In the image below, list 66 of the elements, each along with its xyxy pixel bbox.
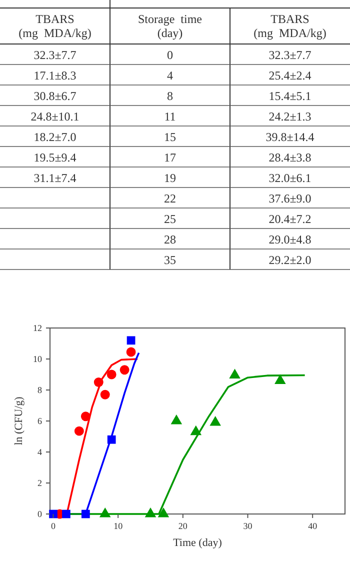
y-tick-label: 4 — [38, 447, 42, 457]
text: 8 — [167, 89, 173, 103]
point — [190, 425, 202, 436]
text: 15.4±5.1 — [268, 89, 312, 103]
point — [99, 507, 111, 518]
text: 37.6±9.0 — [268, 192, 312, 206]
text: 28 — [164, 232, 176, 246]
text: 24.8±10.1 — [30, 110, 80, 124]
text: 25.4±2.4 — [268, 68, 312, 82]
point — [74, 426, 84, 436]
text: 32.3±7.7 — [34, 48, 76, 62]
point — [170, 414, 182, 424]
y-tick-label: 2 — [38, 478, 42, 488]
text: 19 — [164, 171, 176, 185]
point — [107, 435, 116, 444]
y-tick-label: 6 — [38, 416, 42, 426]
point — [274, 374, 286, 384]
text: 29.0±4.8 — [268, 232, 312, 246]
point — [62, 510, 70, 518]
text: 17.1±8.3 — [34, 68, 76, 82]
x-tick-label: 10 — [114, 521, 124, 531]
point — [229, 368, 240, 379]
text: 29.2±2.0 — [268, 253, 312, 267]
text: 4 — [167, 68, 173, 82]
point — [94, 378, 104, 387]
y-tick-label: 12 — [33, 323, 42, 333]
text: 20.4±7.2 — [268, 212, 312, 226]
y-tick-label: 10 — [33, 354, 42, 364]
text: 19.5±9.4 — [34, 150, 76, 164]
text: 24.2±1.3 — [268, 110, 312, 124]
text: 15 — [164, 130, 176, 144]
point — [100, 390, 110, 400]
point — [210, 416, 221, 426]
point — [49, 510, 58, 518]
text: 25 — [164, 212, 176, 226]
text: 28.4±3.8 — [268, 150, 312, 164]
x-tick-label: 40 — [308, 521, 318, 531]
text: 11 — [164, 110, 176, 124]
text: 39.8±14.4 — [266, 130, 314, 144]
text: 30.8±6.7 — [34, 89, 76, 103]
point — [126, 336, 136, 345]
x-axis-title: Time (day) — [173, 537, 222, 549]
x-tick-label: 20 — [178, 521, 188, 531]
point — [120, 365, 130, 375]
text: 0 — [167, 48, 173, 62]
point — [158, 507, 170, 518]
x-tick-label: 30 — [243, 521, 253, 531]
x-tick-label: 0 — [50, 521, 56, 531]
text: 35 — [164, 253, 176, 267]
point — [106, 370, 116, 380]
text: 31.1±7.4 — [34, 171, 76, 185]
point — [144, 507, 156, 518]
text: 32.0±6.1 — [268, 171, 312, 185]
y-axis-title: ln (CFU/g) — [13, 396, 25, 446]
point — [126, 347, 136, 357]
text: 18.2±7.0 — [34, 130, 76, 144]
point — [81, 510, 90, 518]
text: 22 — [164, 192, 176, 206]
category-label: TBARS (mg MDA/kg) — [254, 12, 326, 40]
point — [80, 412, 90, 422]
y-tick-label: 0 — [38, 509, 42, 519]
text: 32.3±7.7 — [268, 48, 312, 62]
category-label: Storage time (day) — [138, 12, 202, 40]
text: 17 — [164, 150, 176, 164]
y-tick-label: 8 — [38, 385, 42, 395]
category-label: TBARS (mg MDA/kg) — [18, 12, 92, 40]
